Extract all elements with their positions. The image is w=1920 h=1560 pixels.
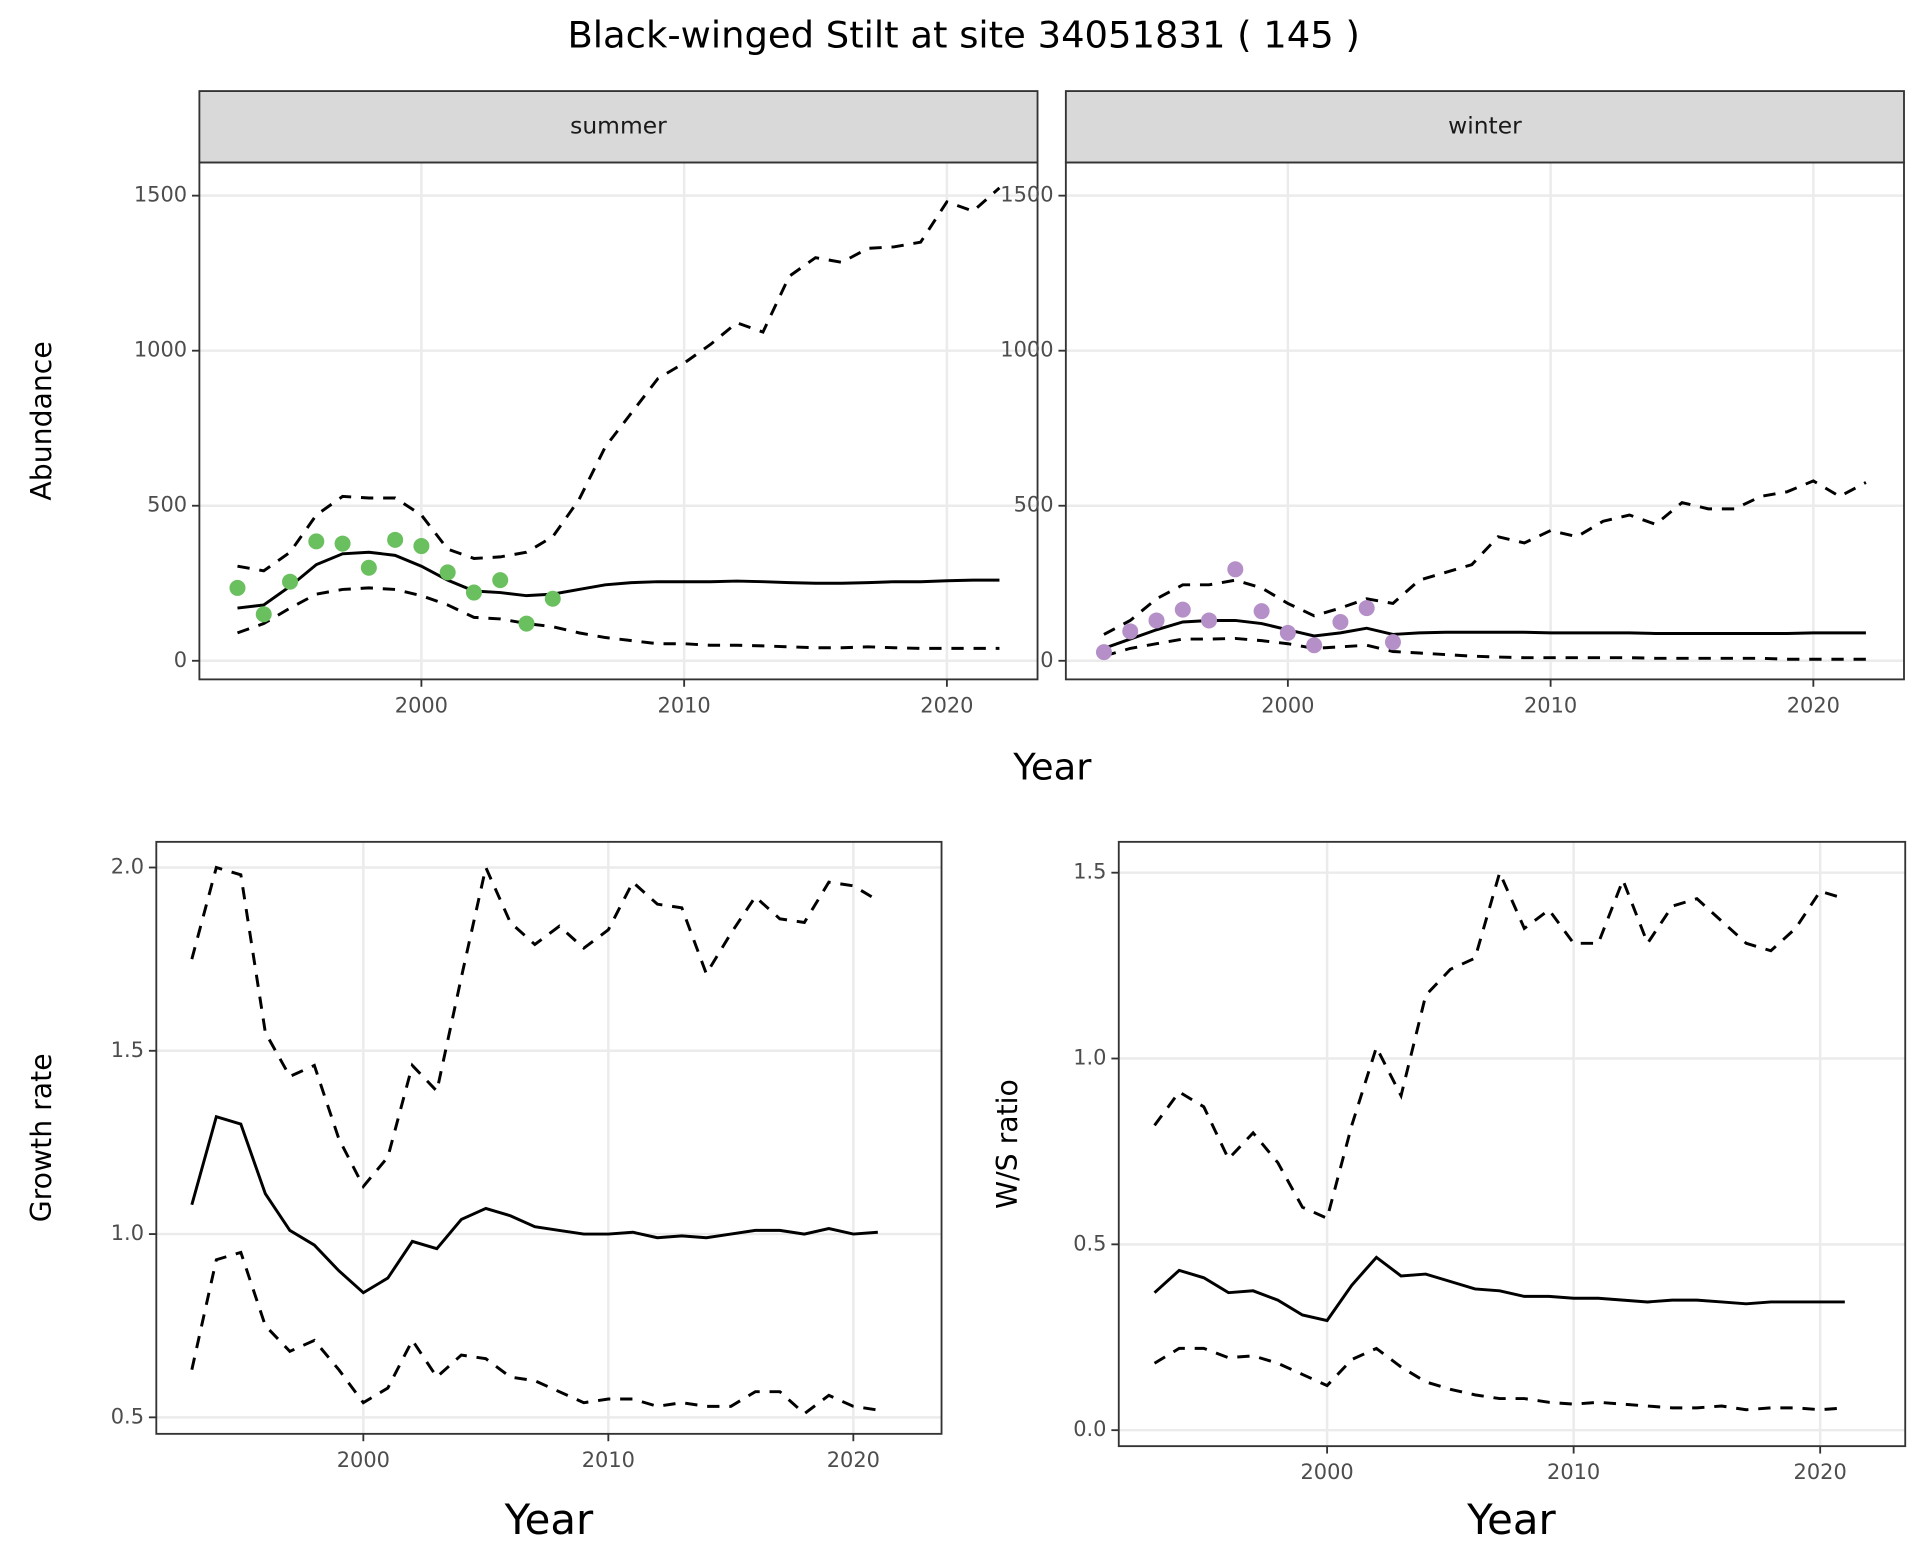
data-point bbox=[1253, 603, 1270, 620]
data-point bbox=[282, 573, 299, 590]
x-tick-label: 2010 bbox=[1524, 693, 1577, 717]
interval-line bbox=[1153, 1346, 1845, 1412]
x-axis-title: Year bbox=[1466, 1495, 1556, 1544]
interval-line bbox=[236, 586, 1000, 650]
x-tick-label: 2010 bbox=[658, 693, 711, 717]
y-axis-title: W/S ratio bbox=[991, 1079, 1024, 1209]
x-tick-label: 2010 bbox=[1547, 1460, 1600, 1484]
interval-line bbox=[1103, 636, 1866, 661]
estimate-line bbox=[237, 550, 1000, 610]
x-tick-label: 2000 bbox=[1261, 693, 1314, 717]
estimate-line bbox=[1153, 1255, 1845, 1323]
data-point bbox=[518, 615, 535, 632]
data-point bbox=[1384, 634, 1401, 651]
y-axis-title: Abundance bbox=[25, 341, 58, 500]
data-point bbox=[387, 531, 404, 548]
panel bbox=[199, 162, 1038, 680]
data-point bbox=[1279, 624, 1296, 641]
data-point bbox=[413, 538, 430, 555]
panel bbox=[1065, 162, 1904, 680]
y-tick-label: 1000 bbox=[1000, 338, 1053, 362]
y-tick-label: 0 bbox=[1040, 648, 1053, 672]
x-tick-label: 2020 bbox=[1794, 1460, 1847, 1484]
estimate-line bbox=[1103, 618, 1866, 650]
data-point bbox=[1332, 614, 1349, 631]
panel bbox=[156, 841, 942, 1434]
data-point bbox=[1095, 644, 1112, 661]
interval-line bbox=[237, 186, 1001, 573]
x-axis-title: Year bbox=[1012, 746, 1092, 789]
data-point bbox=[229, 579, 246, 596]
interval-line bbox=[1103, 479, 1867, 636]
strip-label: winter bbox=[1448, 111, 1522, 139]
panel-border bbox=[1117, 840, 1907, 1448]
x-tick-label: 2020 bbox=[827, 1448, 880, 1472]
x-tick-label: 2010 bbox=[582, 1448, 635, 1472]
data-point bbox=[1358, 600, 1375, 617]
panel-border bbox=[155, 840, 943, 1435]
estimate-line bbox=[190, 1114, 878, 1295]
y-tick-label: 2.0 bbox=[111, 855, 144, 879]
interval-line bbox=[190, 1250, 879, 1416]
y-tick-label: 1500 bbox=[1000, 183, 1053, 207]
data-point bbox=[1174, 601, 1191, 618]
data-point bbox=[1148, 612, 1165, 629]
interval-line bbox=[190, 862, 879, 1190]
y-tick-label: 500 bbox=[1014, 493, 1054, 517]
strip bbox=[1064, 90, 1905, 164]
y-axis-title: Growth rate bbox=[25, 1053, 58, 1222]
data-point bbox=[544, 590, 561, 607]
x-tick-label: 2020 bbox=[1787, 693, 1840, 717]
data-point bbox=[255, 606, 272, 623]
x-axis-title: Year bbox=[504, 1495, 594, 1544]
y-tick-label: 1.5 bbox=[111, 1038, 144, 1062]
y-tick-label: 0.5 bbox=[111, 1404, 144, 1428]
y-tick-label: 1500 bbox=[134, 183, 187, 207]
interval-line bbox=[1153, 868, 1846, 1221]
data-point bbox=[439, 564, 456, 581]
data-point bbox=[360, 559, 377, 576]
figure-title: Black-winged Stilt at site 34051831 ( 14… bbox=[567, 13, 1359, 56]
x-tick-label: 2020 bbox=[920, 693, 973, 717]
y-tick-label: 1.0 bbox=[1073, 1046, 1106, 1070]
x-tick-label: 2000 bbox=[395, 693, 448, 717]
data-point bbox=[492, 572, 509, 589]
strip bbox=[198, 90, 1039, 164]
y-tick-label: 1000 bbox=[134, 338, 187, 362]
data-point bbox=[1122, 623, 1139, 640]
strip-label: summer bbox=[570, 111, 667, 139]
data-point bbox=[465, 584, 482, 601]
data-point bbox=[1227, 561, 1244, 578]
x-tick-label: 2000 bbox=[337, 1448, 390, 1472]
y-tick-label: 500 bbox=[147, 493, 187, 517]
data-point bbox=[334, 535, 351, 552]
y-tick-label: 0.0 bbox=[1073, 1417, 1106, 1441]
y-tick-label: 1.0 bbox=[111, 1221, 144, 1245]
panel bbox=[1118, 841, 1906, 1447]
data-point bbox=[1306, 637, 1323, 654]
x-tick-label: 2000 bbox=[1300, 1460, 1353, 1484]
data-point bbox=[1201, 612, 1218, 629]
y-tick-label: 1.5 bbox=[1073, 860, 1106, 884]
y-tick-label: 0.5 bbox=[1073, 1231, 1106, 1255]
y-tick-label: 0 bbox=[174, 648, 187, 672]
data-point bbox=[308, 533, 325, 550]
